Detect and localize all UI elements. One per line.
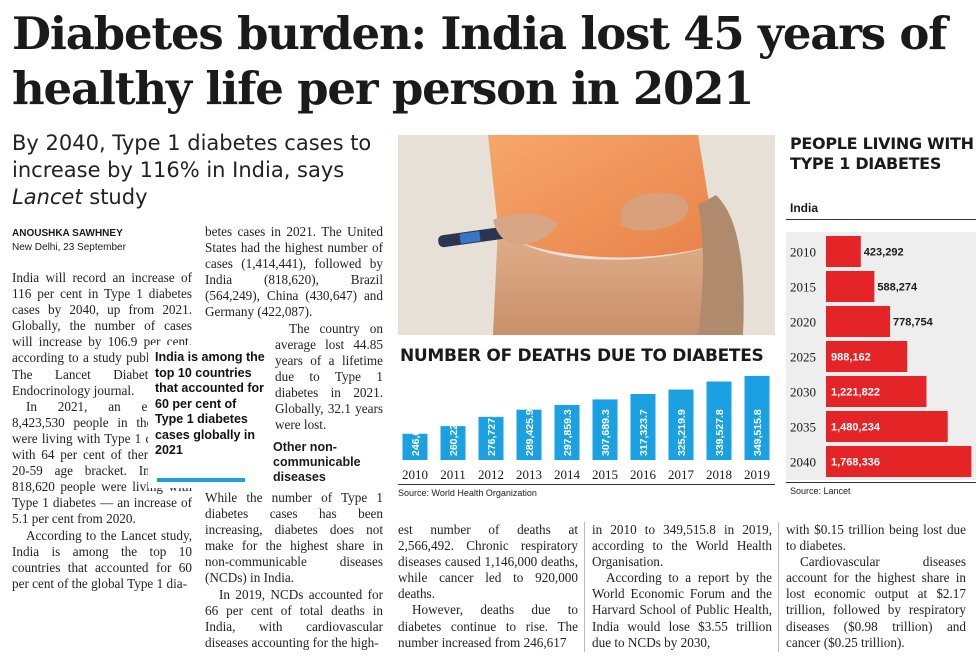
paragraph: While the number of Type 1 diabetes case… (205, 490, 383, 586)
type1-bar-chart: 2010 423,292 2015 588,274 2020 778,754 2025 988… (786, 232, 976, 480)
bar-value-label: 307,689.3 (600, 409, 612, 456)
bar-value-label: 260,223.7 (448, 409, 460, 456)
bar-deaths-2018 (706, 381, 732, 460)
bar-value-label: 339,527.8 (714, 409, 726, 456)
paragraph: with $0.15 trillion being lost due to di… (786, 522, 966, 554)
column-divider (584, 522, 585, 652)
pull-quote-background (148, 345, 270, 488)
bar-deaths-2010 (402, 433, 428, 460)
bar-value-label: 778,754 (893, 317, 934, 329)
article-photo (398, 135, 775, 335)
y-tick-label: 2020 (790, 315, 816, 330)
article-column-3: est number of deaths at 2,566,492. Chron… (398, 522, 578, 651)
article-column-4: in 2010 to 349,515.8 in 2019, according … (592, 522, 772, 651)
paragraph: Cardiovascular diseases account for the … (786, 554, 966, 650)
subhead-text: By 2040, Type 1 diabetes cases to increa… (12, 131, 372, 182)
bar-type1-2025 (826, 341, 908, 372)
y-tick-label: 2030 (790, 385, 816, 400)
y-tick-label: 2025 (790, 350, 816, 365)
bar-value-label: 423,292 (864, 247, 904, 259)
bar-deaths-2019 (744, 375, 770, 460)
paragraph: est number of deaths at 2,566,492. Chron… (398, 522, 578, 602)
x-tick-label: 2015 (592, 467, 618, 482)
headline-line-2: healthy life per person in 2021 (12, 62, 754, 115)
bar-value-label: 289,425.9 (524, 409, 536, 456)
paragraph: In 2021, an estimated 8,423,530 people i… (12, 398, 192, 527)
x-tick-label: 2019 (744, 467, 770, 482)
bar-type1-2040 (826, 446, 972, 477)
bar-deaths-2015 (592, 399, 618, 460)
y-tick-label: 2040 (790, 455, 816, 470)
bar-value-label: 988,162 (831, 352, 871, 364)
paragraph: India will record an increase of 116 per… (12, 270, 192, 398)
article-column-5: with $0.15 trillion being lost due to di… (786, 522, 966, 651)
byline-dateline: New Delhi, 23 September (12, 242, 126, 253)
pull-quote: India is among the top 10 countries that… (155, 350, 265, 457)
paragraph: betes cases in 2021. The United States h… (205, 224, 383, 320)
chart-title-type1: PEOPLE LIVING WITH TYPE 1 DIABETES (790, 134, 974, 173)
x-tick-label: 2010 (402, 467, 428, 482)
bar-deaths-2013 (516, 409, 542, 460)
y-tick-label: 2035 (790, 420, 816, 435)
bar-type1-2010 (826, 236, 861, 267)
bar-value-label: 246,617 (410, 418, 422, 456)
x-tick-label: 2018 (706, 467, 732, 482)
bar-value-label: 317,323.7 (638, 409, 650, 456)
paragraph: According to the Lancet study, India is … (12, 527, 192, 591)
bar-value-label: 325,219.9 (676, 409, 688, 456)
chart-source-who: Source: World Health Organization (398, 488, 537, 498)
column-divider (778, 522, 779, 652)
bar-value-label: 349,515.8 (752, 409, 764, 456)
x-tick-label: 2017 (668, 467, 695, 482)
x-tick-label: 2013 (516, 467, 542, 482)
bar-value-label: 588,274 (877, 282, 918, 294)
bar-deaths-2017 (668, 389, 694, 460)
headline: Diabetes burden: India lost 45 years of … (12, 6, 972, 116)
paragraph: In 2019, NCDs accounted for 66 per cent … (205, 586, 383, 650)
y-tick-label: 2010 (790, 245, 816, 260)
paragraph: in 2010 to 349,515.8 in 2019, according … (592, 522, 772, 570)
subheading: Other non-communicable diseases (273, 440, 361, 484)
bar-deaths-2011 (440, 426, 466, 460)
bar-value-label: 297,859.3 (562, 409, 574, 456)
article-column-2-top: betes cases in 2021. The United States h… (205, 224, 383, 433)
bar-deaths-2016 (630, 394, 656, 460)
bar-type1-2015 (826, 271, 875, 302)
y-tick-label: 2015 (790, 280, 816, 295)
paragraph: The country on average lost 44.85 years … (275, 320, 383, 433)
subhead-text-end: study (82, 185, 148, 209)
paragraph: According to a report by the World Econo… (592, 570, 772, 650)
chart-title-deaths: NUMBER OF DEATHS DUE TO DIABETES (400, 346, 764, 366)
bar-deaths-2012 (478, 416, 504, 460)
chart-source-lancet: Source: Lancet (790, 486, 851, 496)
chart-subtitle-india: India (790, 201, 819, 215)
chart-rule-top (786, 219, 976, 220)
deaths-bar-chart: 246,617 2010 260,223.7 2011 276,727.8 2012 289… (402, 375, 770, 482)
pull-quote-bar (157, 478, 245, 482)
bar-value-label: 1,768,336 (831, 457, 880, 469)
article-column-2-bottom: While the number of Type 1 diabetes case… (205, 490, 383, 651)
bar-type1-2030 (826, 376, 927, 407)
subhead: By 2040, Type 1 diabetes cases to increa… (12, 130, 382, 211)
subhead-italic: Lancet (12, 185, 83, 209)
chart-rule (398, 484, 775, 485)
paragraph: However, deaths due to diabetes continue… (398, 602, 578, 650)
x-tick-label: 2014 (554, 467, 581, 482)
bar-value-label: 276,727.8 (486, 409, 498, 456)
bar-type1-2020 (826, 306, 891, 337)
insulin-injection-photo (398, 135, 775, 335)
byline-author: ANOUSHKA SAWHNEY (12, 228, 123, 239)
x-tick-label: 2016 (630, 467, 657, 482)
headline-line-1: Diabetes burden: India lost 45 years of (12, 7, 948, 60)
x-tick-label: 2011 (440, 467, 466, 482)
article-column-1: India will record an increase of 116 per… (12, 270, 192, 592)
bar-value-label: 1,221,822 (831, 387, 880, 399)
chart-rule (786, 482, 976, 483)
bar-value-label: 1,480,234 (831, 422, 881, 434)
x-tick-label: 2012 (478, 467, 504, 482)
bar-deaths-2014 (554, 404, 580, 460)
bar-type1-2035 (826, 411, 948, 442)
